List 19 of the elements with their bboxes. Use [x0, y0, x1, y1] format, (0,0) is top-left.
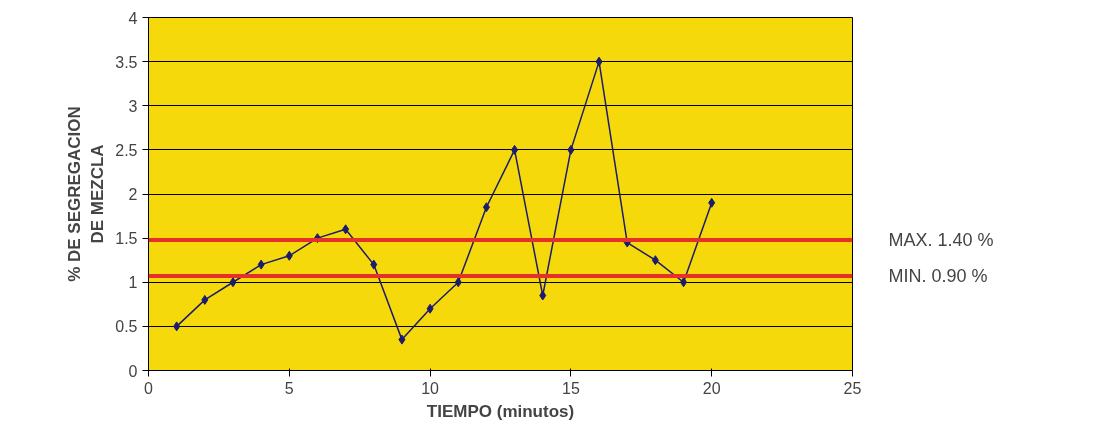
x-tick-label: 15: [562, 379, 580, 397]
y-tick-label: 2: [128, 186, 138, 203]
y-tick-label: 0.5: [115, 318, 138, 336]
y-axis-title: % DE SEGREGACION DE MEZCLA: [65, 106, 108, 282]
y-tick-label: 3.5: [115, 53, 138, 71]
x-axis-title: TIEMPO (minutos): [426, 401, 575, 421]
x-tick-label: 5: [284, 379, 294, 397]
y-tick-label: 3: [128, 97, 138, 115]
y-tick-label: 0: [128, 362, 138, 380]
y-tick-label: 4: [128, 9, 138, 27]
ref-line-label: MIN. 0.90 %: [888, 266, 988, 287]
x-tick-label: 0: [144, 379, 154, 397]
x-tick-label: 10: [421, 379, 440, 397]
y-tick-label: 2.5: [115, 141, 138, 159]
x-tick-label: 25: [843, 379, 862, 397]
y-tick-label: 1: [128, 274, 138, 292]
y-tick-label: 1.5: [115, 230, 138, 248]
ref-line-label: MAX. 1.40 %: [888, 229, 994, 250]
x-tick-label: 20: [702, 379, 721, 397]
